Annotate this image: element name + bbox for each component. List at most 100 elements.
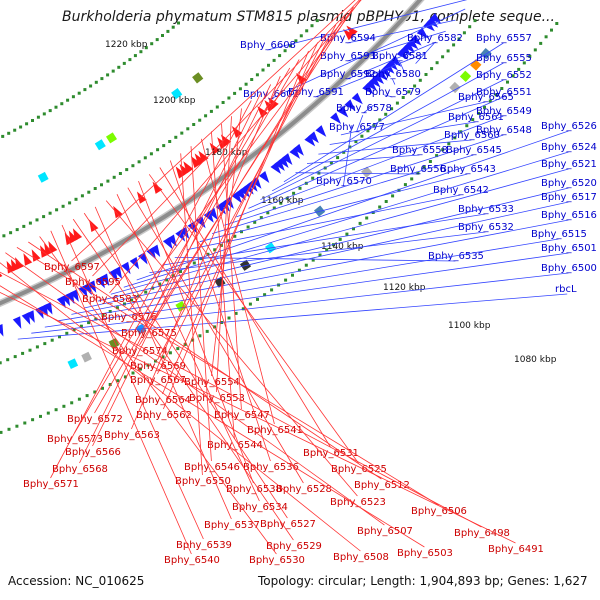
forward-gene-label: Bphy_6535 xyxy=(428,251,484,262)
tick-dot xyxy=(441,148,445,152)
reverse-gene-track xyxy=(0,25,358,280)
reverse-label-leader xyxy=(162,42,319,395)
tick-dot xyxy=(31,119,34,122)
reverse-gene-label: Bphy_6567 xyxy=(130,375,186,386)
tick-dot xyxy=(550,28,553,32)
tick-dot xyxy=(89,84,93,88)
reverse-gene-label: Bphy_6576 xyxy=(101,312,157,323)
tick-dot xyxy=(221,101,225,104)
forward-gene-label: Bphy_6556 xyxy=(390,164,446,175)
tick-dot xyxy=(139,50,143,54)
feature-block xyxy=(81,351,92,363)
tick-dot xyxy=(156,148,160,152)
feature-block xyxy=(192,72,204,84)
reverse-gene-label: Bphy_6525 xyxy=(331,464,387,475)
forward-gene-arrow xyxy=(0,324,4,337)
forward-label-leader xyxy=(392,78,396,85)
reverse-gene-label: Bphy_6539 xyxy=(176,540,232,551)
tick-dot xyxy=(360,134,364,138)
forward-gene-arrow xyxy=(108,268,118,282)
reverse-gene-label: Bphy_6574 xyxy=(112,346,168,357)
tick-dot xyxy=(250,78,254,81)
forward-gene-labels: Bphy_6608Bphy_6602Bphy_6594Bphy_6593Bphy… xyxy=(17,0,597,340)
tick-dot xyxy=(198,118,202,122)
tick-dot xyxy=(416,171,420,175)
tick-dot xyxy=(428,160,432,163)
forward-label-leader xyxy=(306,154,420,164)
forward-label-leader xyxy=(187,194,461,250)
tick-dot xyxy=(259,216,263,220)
forward-gene-label: Bphy_6593 xyxy=(320,51,376,62)
tick-dot xyxy=(77,91,81,95)
forward-label-leader xyxy=(267,0,468,51)
forward-gene-arrow xyxy=(362,82,374,95)
scale-label: 1160 kbp xyxy=(261,196,304,206)
tick-dot xyxy=(77,397,81,401)
forward-gene-arrow xyxy=(78,284,88,298)
tick-dot xyxy=(325,248,329,252)
tick-dot xyxy=(115,306,119,310)
tick-dot xyxy=(192,261,196,265)
tick-dot xyxy=(144,46,148,50)
reverse-gene-label: Bphy_6595 xyxy=(65,277,121,288)
tick-dot xyxy=(186,127,190,131)
tick-dot xyxy=(93,187,97,190)
tick-dot xyxy=(338,237,342,241)
reverse-gene-label: Bphy_6562 xyxy=(136,410,192,421)
feature-block xyxy=(37,171,49,183)
reverse-gene-arrow xyxy=(175,166,186,179)
tick-dot xyxy=(28,348,32,352)
tick-dot xyxy=(452,43,456,47)
tick-dot xyxy=(418,78,422,82)
tick-dot xyxy=(506,80,509,84)
forward-gene-label: Bphy_6549 xyxy=(476,106,532,117)
tick-dot xyxy=(7,131,11,135)
reverse-gene-label: Bphy_6572 xyxy=(67,414,123,425)
forward-gene-arrow xyxy=(337,105,349,118)
tick-dot xyxy=(233,91,237,95)
reverse-gene-arrow xyxy=(136,191,147,204)
forward-label-leader xyxy=(260,79,504,201)
tick-dot xyxy=(435,154,439,158)
reverse-gene-arrow xyxy=(89,219,99,232)
accession-text: Accession: NC_010625 xyxy=(8,574,145,588)
tick-dot xyxy=(500,87,504,90)
tick-dot xyxy=(31,418,35,422)
forward-label-leader xyxy=(71,219,569,315)
forward-label-leader xyxy=(136,130,569,281)
tick-dot xyxy=(161,34,164,37)
reverse-gene-arrow xyxy=(190,155,202,169)
tick-dot xyxy=(177,21,180,25)
tick-dot xyxy=(65,331,69,335)
tick-dot xyxy=(457,37,461,41)
feature-block xyxy=(175,300,187,312)
forward-gene-arrow xyxy=(376,69,388,81)
tick-dot xyxy=(28,221,32,225)
tick-dot xyxy=(111,69,115,73)
tick-dot xyxy=(85,394,89,398)
forward-label-leader xyxy=(272,62,504,192)
tick-dot xyxy=(352,227,355,231)
tick-dot xyxy=(310,24,314,28)
reverse-gene-label: Bphy_6507 xyxy=(357,526,413,537)
reverse-label-leader xyxy=(139,15,346,346)
forward-gene-arrow xyxy=(270,162,281,175)
tick-dot xyxy=(248,302,252,306)
tick-dot xyxy=(155,38,159,42)
reverse-gene-label: Bphy_6508 xyxy=(333,552,389,563)
tick-dot xyxy=(131,164,135,168)
scale-label: 1220 kbp xyxy=(105,40,148,50)
tick-dot xyxy=(25,122,29,126)
forward-gene-arrow xyxy=(396,48,409,60)
tick-dot xyxy=(483,105,486,109)
reverse-gene-label: Bphy_6571 xyxy=(23,479,79,490)
forward-gene-arrow xyxy=(258,171,270,183)
tick-dot xyxy=(1,134,5,138)
tick-dot xyxy=(255,73,259,77)
reverse-gene-arrow xyxy=(152,181,163,194)
tick-dot xyxy=(462,31,466,35)
forward-label-leader xyxy=(340,101,486,136)
tick-dot xyxy=(263,293,267,297)
reverse-gene-arrow xyxy=(257,106,268,118)
tick-dot xyxy=(83,88,87,92)
